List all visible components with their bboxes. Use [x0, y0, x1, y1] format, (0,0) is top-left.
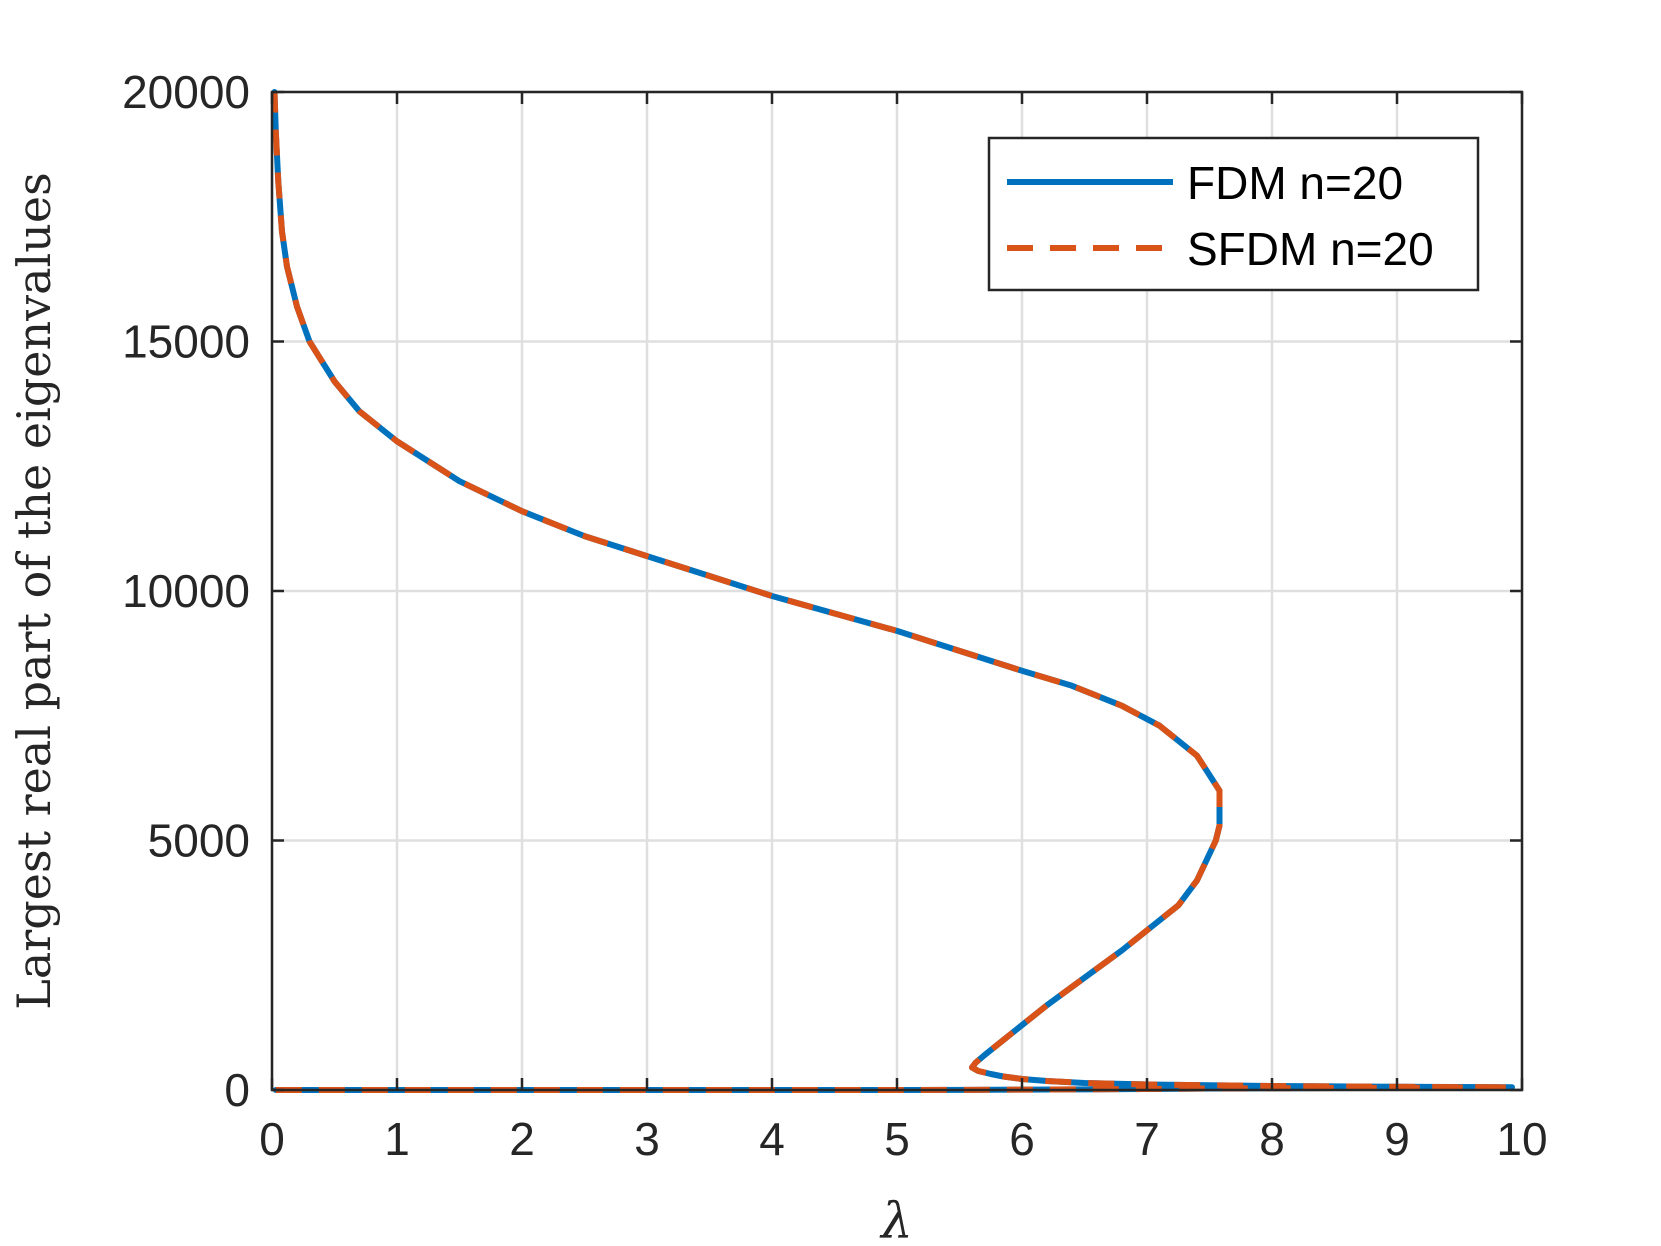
legend: FDM n=20 SFDM n=20: [987, 136, 1480, 292]
y-tick-label: 0: [224, 1064, 250, 1116]
x-tick-label: 10: [1496, 1113, 1547, 1165]
x-tick-label: 5: [884, 1113, 910, 1165]
y-tick-label: 5000: [148, 815, 250, 867]
x-tick-label: 8: [1259, 1113, 1285, 1165]
y-axis-title: Largest real part of the eigenvalues: [7, 172, 61, 1009]
y-tick-label: 20000: [122, 66, 250, 118]
tick-marks: [270, 90, 1524, 1092]
y-tick-label: 15000: [122, 316, 250, 368]
x-axis-title: λ: [879, 1192, 913, 1246]
x-tick-label: 1: [384, 1113, 410, 1165]
legend-label-fdm: FDM n=20: [1187, 157, 1403, 209]
x-tick-label: 0: [259, 1113, 285, 1165]
x-tick-label: 4: [759, 1113, 785, 1165]
x-tick-label: 7: [1134, 1113, 1160, 1165]
x-tick-label: 3: [634, 1113, 660, 1165]
x-tick-labels: 0 1 2 3 4 5 6 7 8 9 10: [259, 1113, 1547, 1165]
series-layer: [271, 89, 1515, 1093]
y-tick-label: 10000: [122, 565, 250, 617]
y-tick-labels: 0 5000 10000 15000 20000: [122, 66, 250, 1116]
x-tick-label: 2: [509, 1113, 535, 1165]
legend-label-sfdm: SFDM n=20: [1187, 223, 1434, 275]
x-tick-label: 6: [1009, 1113, 1035, 1165]
series-line-sfdm: [271, 91, 1515, 1093]
x-tick-label: 9: [1384, 1113, 1410, 1165]
legend-box: [987, 136, 1480, 292]
